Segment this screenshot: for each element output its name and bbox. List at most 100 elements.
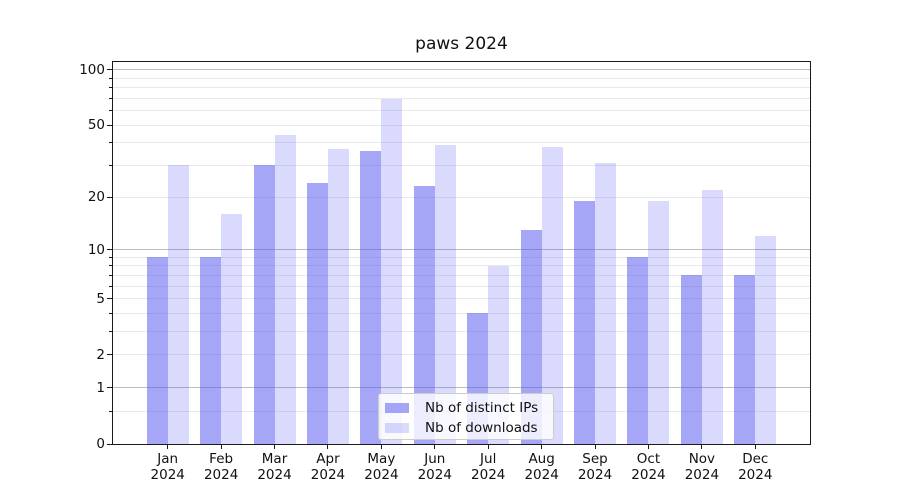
x-tick-label-month: Jun [424, 451, 446, 467]
x-tick-label-month: Jul [480, 451, 497, 467]
bar-downloads-sep [595, 162, 617, 444]
y-tick-minor [109, 110, 112, 112]
y-tick-major [107, 298, 112, 300]
x-tick-label-year: 2024 [577, 467, 613, 483]
bar-downloads-may [381, 99, 403, 444]
bar-downloads-apr [327, 148, 349, 444]
y-tick-label: 5 [96, 290, 105, 307]
legend: Nb of distinct IPs Nb of downloads [378, 393, 554, 440]
x-tick [487, 445, 489, 449]
gridline-minor [113, 354, 810, 356]
gridline-minor [113, 331, 810, 333]
gridline-minor [113, 196, 810, 198]
y-tick-label: 10 [87, 241, 105, 258]
x-tick [167, 445, 169, 449]
x-tick-label: Feb 2024 [186, 451, 256, 483]
y-tick-major [107, 249, 112, 250]
bar-downloads-oct [648, 201, 670, 444]
y-tick-major [107, 69, 112, 71]
x-tick-label-year: 2024 [738, 467, 773, 483]
bar-downloads-feb [221, 214, 243, 444]
y-tick-minor [109, 285, 112, 287]
y-tick-minor [109, 256, 112, 258]
bar-downloads-jan [167, 165, 189, 444]
y-tick-label: 20 [87, 189, 105, 206]
x-tick-label: Apr 2024 [293, 451, 363, 483]
legend-label-downloads: Nb of downloads [425, 420, 538, 436]
x-tick-label: Dec 2024 [720, 451, 790, 483]
y-tick-major [107, 124, 112, 126]
y-tick-minor [109, 97, 112, 99]
y-tick-minor [109, 410, 112, 412]
x-tick-label-year: 2024 [631, 467, 666, 483]
y-tick-minor [109, 87, 112, 89]
x-tick-label-year: 2024 [417, 467, 452, 483]
y-tick-minor [109, 265, 112, 267]
x-tick [541, 445, 543, 449]
x-tick [327, 445, 329, 449]
legend-label-distinct-ips: Nb of distinct IPs [425, 400, 539, 416]
y-tick-minor [109, 312, 112, 314]
gridline-minor [113, 285, 810, 287]
x-tick-label-year: 2024 [257, 467, 292, 483]
x-tick-label-year: 2024 [471, 467, 506, 483]
x-tick-label: Mar 2024 [240, 451, 310, 483]
gridline-major [113, 387, 810, 389]
bar-downloads-jun [434, 144, 456, 444]
gridline-major [113, 249, 810, 250]
gridline-minor [113, 298, 810, 300]
x-tick [647, 445, 649, 449]
x-tick-label: Nov 2024 [667, 451, 737, 483]
x-tick-label: Jan 2024 [133, 451, 203, 483]
gridline-minor [113, 142, 810, 144]
x-tick-label-year: 2024 [203, 467, 239, 483]
x-tick-label-month: Dec [742, 451, 769, 467]
gridline-minor [113, 312, 810, 314]
x-tick-label-month: Nov [688, 451, 716, 467]
x-tick-label-year: 2024 [524, 467, 559, 483]
bar-downloads-dec [755, 235, 777, 444]
bar-distinct-ips-nov [680, 275, 702, 444]
y-tick-label: 50 [87, 117, 105, 134]
x-tick-label-year: 2024 [310, 467, 346, 483]
x-tick [220, 445, 222, 449]
gridline-minor [113, 274, 810, 276]
y-tick-major [107, 354, 112, 356]
gridline-minor [113, 97, 810, 99]
bar-distinct-ips-may [360, 151, 382, 444]
x-tick-label-month: Apr [316, 451, 340, 467]
y-tick-minor [109, 274, 112, 276]
gridline-major [113, 69, 810, 71]
x-tick-label-year: 2024 [684, 467, 720, 483]
gridline-minor [113, 164, 810, 166]
bar-distinct-ips-aug [520, 229, 542, 444]
bar-downloads-aug [541, 146, 563, 444]
y-tick-minor [109, 77, 112, 79]
bar-distinct-ips-jan [146, 257, 168, 444]
bar-distinct-ips-apr [306, 182, 328, 444]
legend-item-distinct-ips: Nb of distinct IPs [385, 398, 553, 418]
x-tick-label-month: Aug [528, 451, 555, 467]
x-tick-label: Jul 2024 [453, 451, 523, 483]
x-tick [274, 445, 276, 449]
gridline-minor [113, 256, 810, 258]
plot-area [112, 61, 811, 445]
bar-distinct-ips-oct [627, 257, 649, 444]
gridline-minor [113, 87, 810, 89]
x-tick-label-month: Sep [582, 451, 608, 467]
legend-swatch-downloads [385, 423, 409, 433]
y-tick-minor [109, 331, 112, 333]
x-tick [701, 445, 703, 449]
x-tick-label-month: Mar [261, 451, 288, 467]
y-tick-minor [109, 164, 112, 166]
x-tick [434, 445, 436, 449]
bar-distinct-ips-jun [413, 186, 435, 444]
bar-distinct-ips-sep [574, 201, 596, 444]
x-tick-label-year: 2024 [364, 467, 399, 483]
bar-distinct-ips-feb [200, 257, 222, 444]
y-tick-major [107, 387, 112, 389]
y-tick-major [107, 196, 112, 198]
x-tick-label-month: May [367, 451, 396, 467]
bar-distinct-ips-dec [734, 275, 756, 444]
legend-item-downloads: Nb of downloads [385, 418, 553, 438]
